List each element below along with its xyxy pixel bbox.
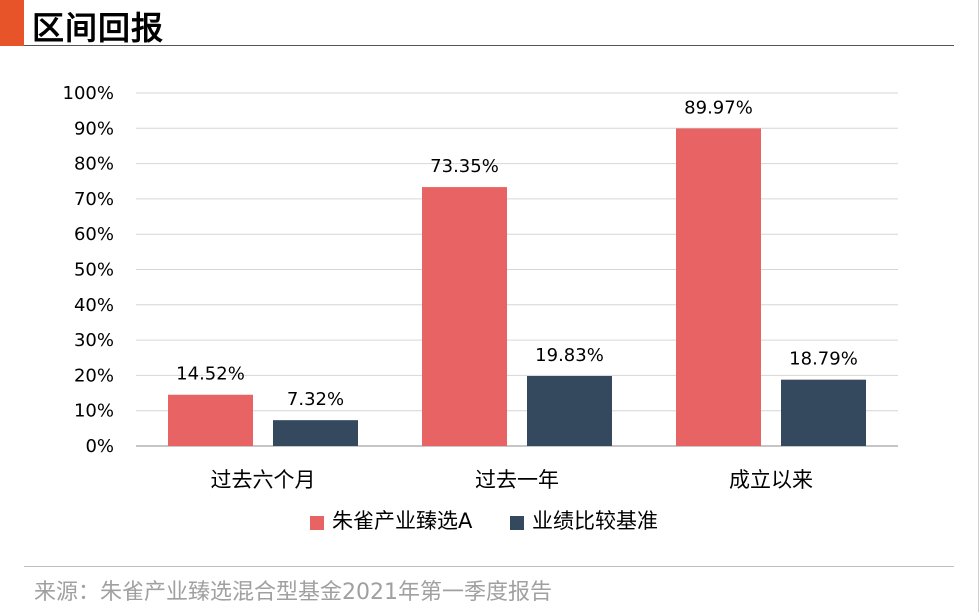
title-bar: 区间回报 (0, 0, 980, 48)
legend-label: 朱雀产业臻选A (332, 509, 473, 533)
title-underline (24, 45, 954, 46)
y-tick-label: 70% (74, 189, 114, 210)
bar-chart: 0% 10% 20% 30% 40% 50% 60% 70% 80% 90% 100% 14.52% 7… (63, 83, 898, 533)
y-tick-label: 80% (74, 154, 114, 175)
x-tick-label: 成立以来 (729, 468, 813, 492)
y-tick-label: 20% (74, 365, 114, 386)
legend-label: 业绩比较基准 (532, 509, 658, 533)
data-label: 89.97% (684, 97, 753, 118)
y-tick-label: 60% (74, 224, 114, 245)
bar (422, 187, 507, 446)
y-tick-label: 10% (74, 401, 114, 422)
title-accent-block (0, 0, 24, 46)
source-note: 来源：朱雀产业臻选混合型基金2021年第一季度报告 (34, 580, 552, 605)
bar (168, 394, 253, 446)
data-label: 73.35% (430, 156, 499, 177)
bar (781, 379, 866, 446)
bar (676, 128, 761, 447)
y-tick-label: 50% (74, 260, 114, 281)
y-tick-label: 100% (63, 83, 114, 104)
y-tick-label: 0% (85, 436, 114, 457)
bar (273, 420, 358, 446)
data-label: 14.52% (176, 364, 245, 385)
data-label: 18.79% (789, 349, 858, 370)
page-title: 区间回报 (32, 9, 165, 47)
x-tick-label: 过去六个月 (211, 468, 316, 492)
y-tick-label: 90% (74, 118, 114, 139)
data-label: 7.32% (287, 389, 344, 410)
y-tick-label: 40% (74, 295, 114, 316)
x-tick-label: 过去一年 (475, 468, 559, 492)
footer-divider (24, 566, 954, 567)
data-label: 19.83% (535, 345, 604, 366)
legend-swatch (510, 516, 524, 530)
frame-border (978, 0, 979, 612)
legend-swatch (310, 516, 324, 530)
y-tick-label: 30% (74, 330, 114, 351)
bar (527, 376, 612, 446)
